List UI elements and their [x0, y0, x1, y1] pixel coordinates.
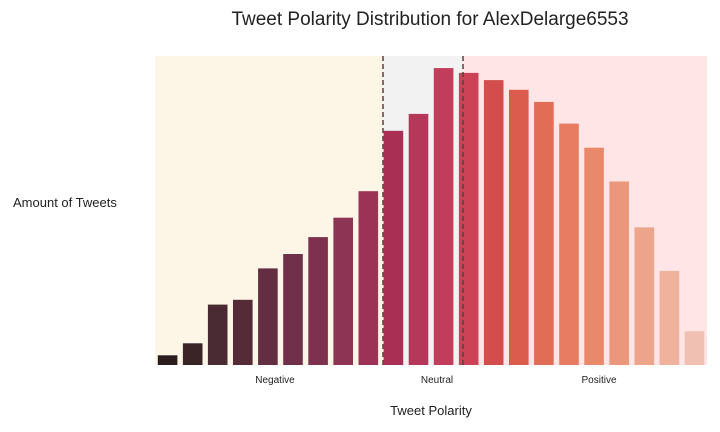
- bar-3: [207, 304, 228, 365]
- positive-region-label: Positive: [581, 375, 616, 386]
- chart-title: Tweet Polarity Distribution for AlexDela…: [231, 9, 629, 30]
- y-axis-label: Amount of Tweets: [13, 195, 117, 210]
- neutral-region-label: Neutral: [421, 375, 453, 386]
- bar-20: [634, 227, 655, 365]
- bar-17: [559, 123, 579, 365]
- bar-4: [233, 299, 253, 365]
- bar-10: [383, 130, 404, 365]
- bar-6: [283, 254, 303, 365]
- bar-12: [433, 68, 454, 365]
- bar-11: [408, 113, 429, 366]
- bar-19: [609, 181, 629, 365]
- bar-18: [584, 147, 604, 365]
- x-axis-label: Tweet Polarity: [390, 403, 472, 418]
- bar-16: [534, 101, 554, 366]
- bar-1: [157, 355, 178, 365]
- bar-8: [333, 217, 353, 365]
- bar-13: [458, 72, 479, 366]
- bar-14: [483, 80, 504, 365]
- bar-5: [258, 268, 278, 365]
- bar-9: [358, 191, 379, 365]
- bar-15: [509, 89, 529, 366]
- bar-7: [308, 237, 328, 365]
- negative-region-label: Negative: [255, 375, 295, 386]
- bar-2: [182, 343, 203, 365]
- bar-22: [684, 331, 705, 365]
- bar-21: [659, 270, 680, 365]
